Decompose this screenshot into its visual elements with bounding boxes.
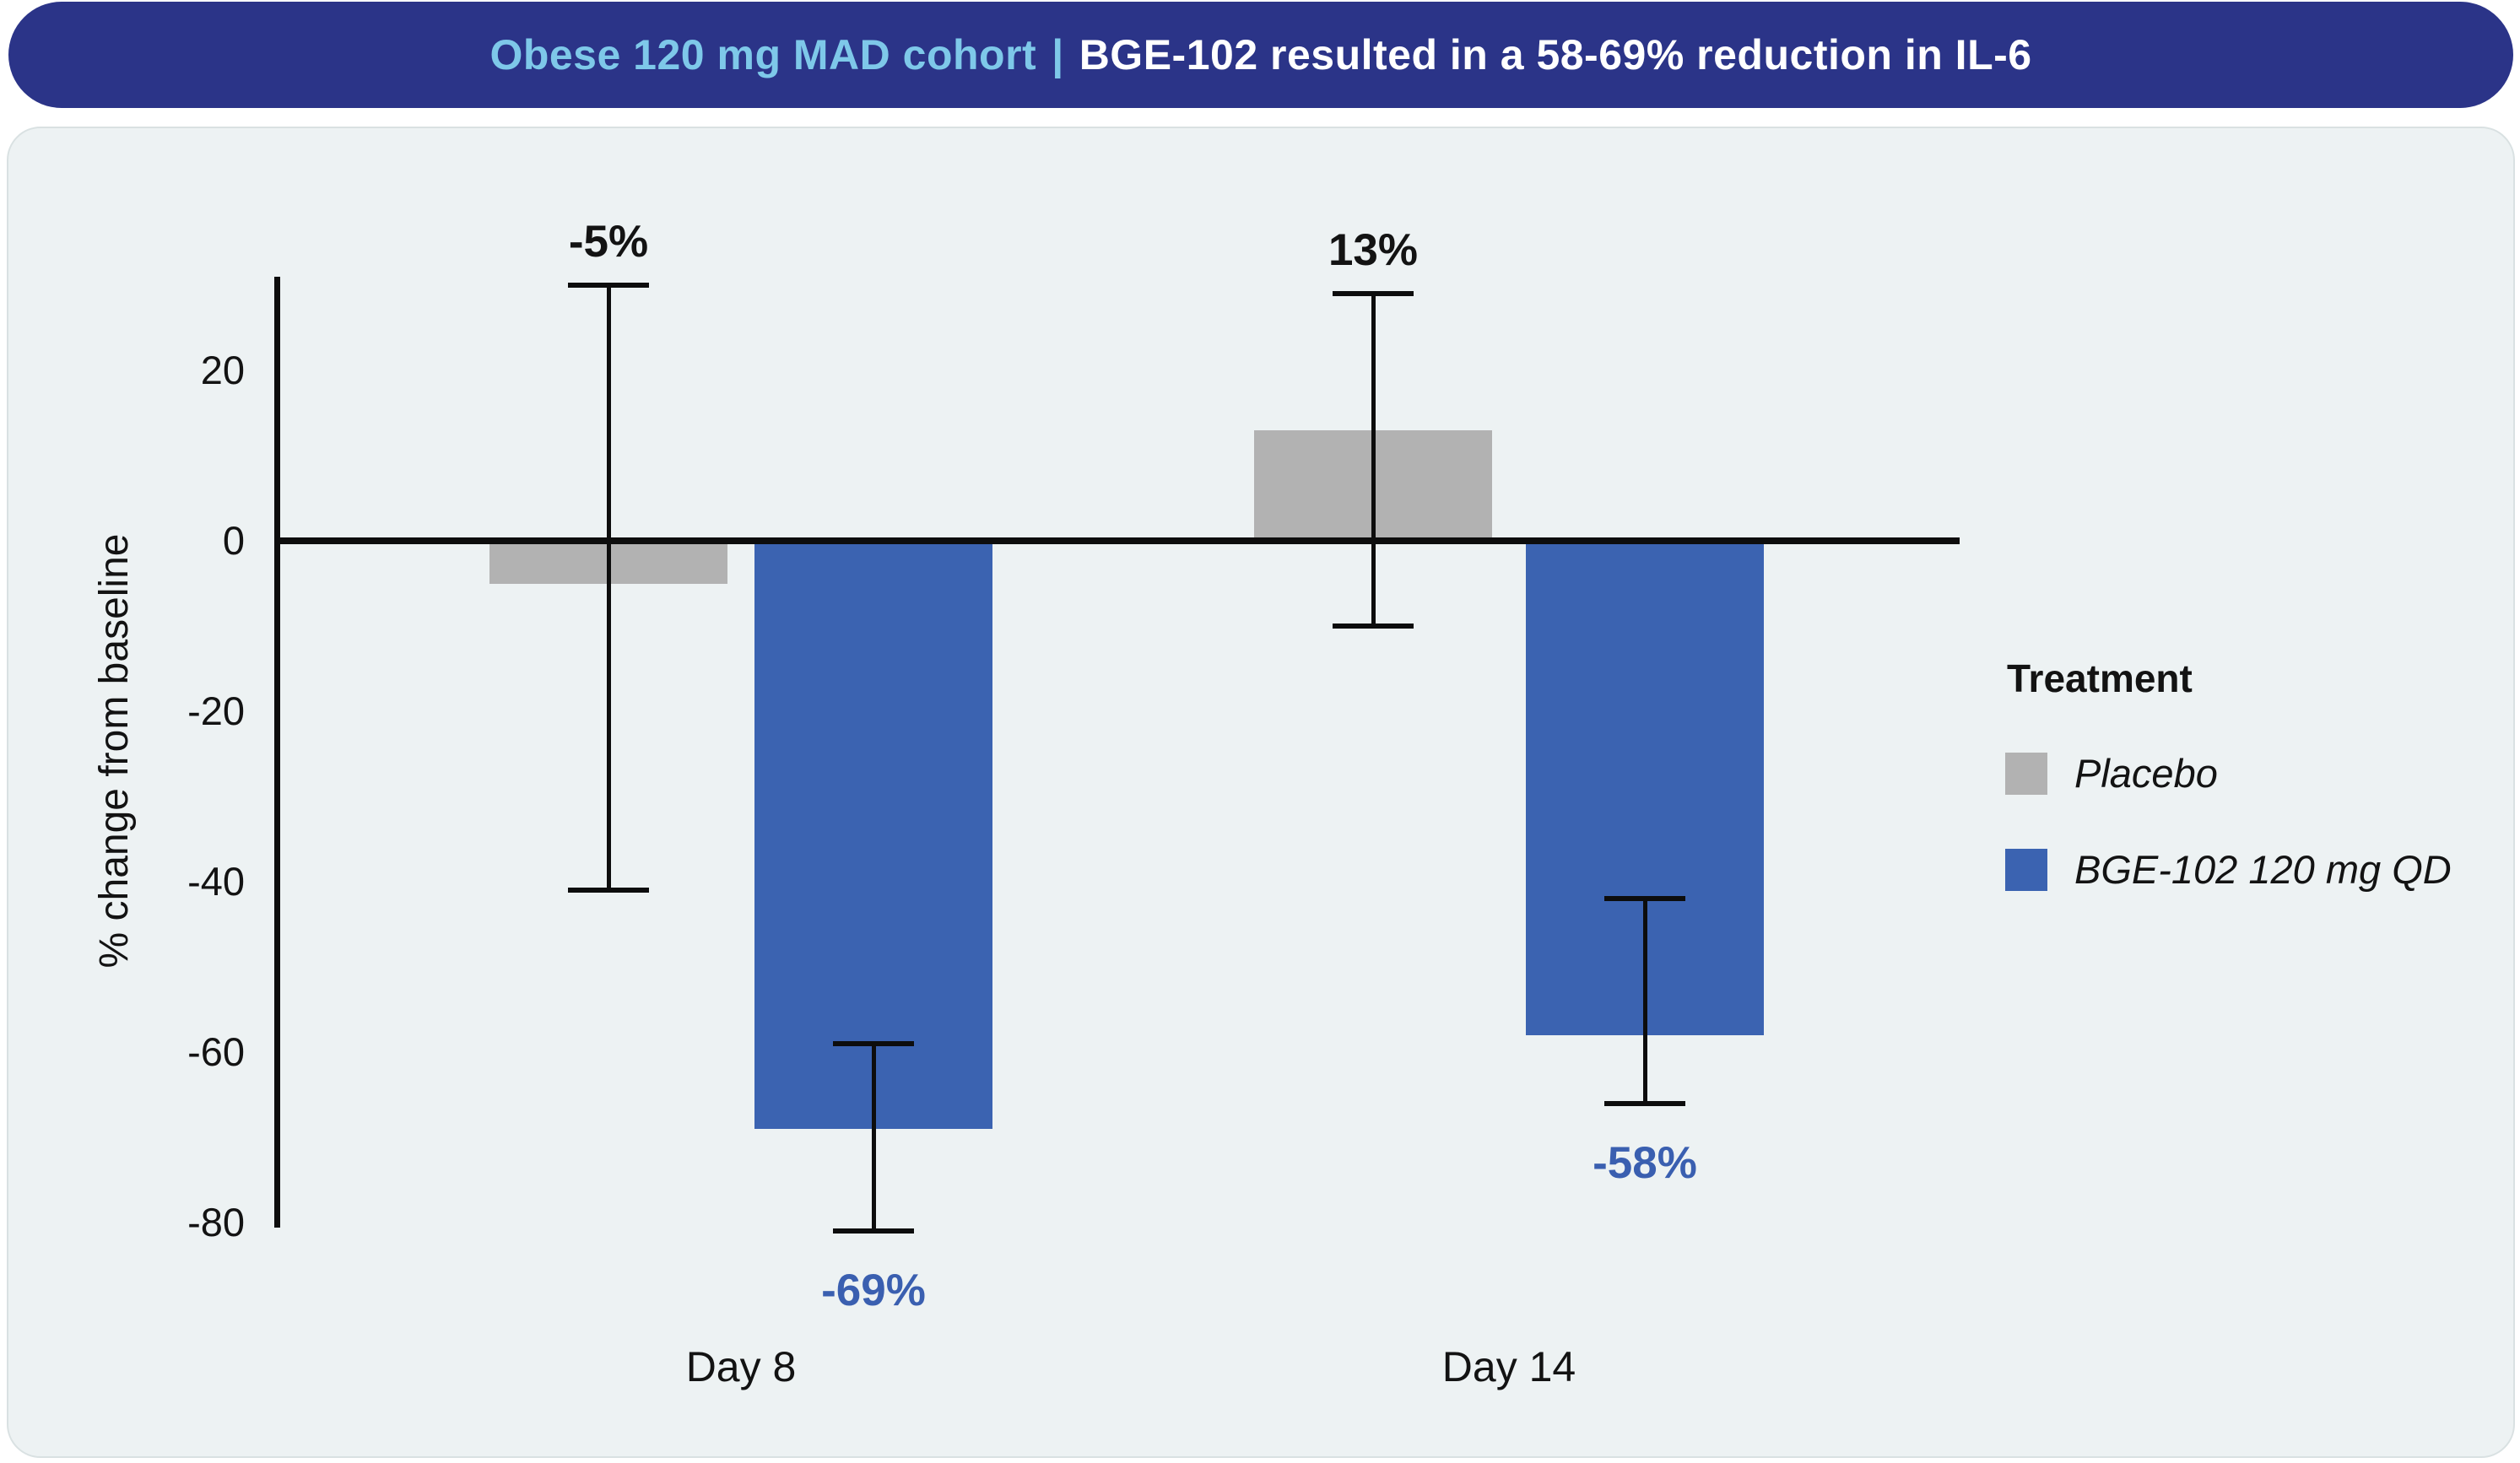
y-axis-line [274, 277, 280, 1228]
bar-bge-102-120-mg-qd-day-8 [754, 541, 992, 1129]
error-bar-cap-bottom-placebo-day-14 [1333, 624, 1414, 629]
error-bar-line-placebo-day-8 [607, 285, 611, 890]
y-tick-label--60: -60 [187, 1029, 245, 1074]
zero-baseline [274, 537, 1960, 544]
banner-separator: | [1052, 31, 1064, 78]
y-tick-label--20: -20 [187, 688, 245, 733]
y-tick-label-20: 20 [200, 348, 245, 392]
error-bar-cap-bottom-bge-102-120-mg-qd-day-14 [1604, 1101, 1685, 1106]
x-category-label-day-8: Day 8 [685, 1343, 797, 1390]
error-bar-line-bge-102-120-mg-qd-day-14 [1643, 899, 1647, 1103]
value-label-placebo-day-8: -5% [568, 217, 649, 267]
error-bar-cap-top-bge-102-120-mg-qd-day-8 [833, 1041, 914, 1046]
chart-card [7, 127, 2515, 1458]
legend-swatch-placebo [2005, 753, 2047, 795]
legend-label-bge-102-120-mg-qd: BGE-102 120 mg QD [2074, 847, 2452, 892]
value-label-placebo-day-14: 13% [1328, 225, 1419, 275]
error-bar-cap-bottom-bge-102-120-mg-qd-day-8 [833, 1228, 914, 1234]
value-label-bge-102-120-mg-qd-day-8: -69% [821, 1266, 926, 1315]
error-bar-cap-bottom-placebo-day-8 [568, 888, 649, 893]
y-axis-title: % change from baseline [92, 533, 137, 969]
error-bar-cap-top-placebo-day-14 [1333, 291, 1414, 296]
value-label-bge-102-120-mg-qd-day-14: -58% [1593, 1138, 1697, 1188]
x-category-label-day-14: Day 14 [1441, 1343, 1576, 1390]
error-bar-cap-top-placebo-day-8 [568, 283, 649, 288]
y-tick-label-0: 0 [222, 518, 245, 563]
error-bar-line-placebo-day-14 [1371, 294, 1376, 626]
y-tick-label--40: -40 [187, 859, 245, 904]
legend-swatch-bge-102-120-mg-qd [2005, 849, 2047, 891]
banner-cohort-text: Obese 120 mg MAD cohort [489, 31, 1037, 78]
error-bar-line-bge-102-120-mg-qd-day-8 [872, 1044, 876, 1231]
legend-title: Treatment [2007, 656, 2193, 700]
title-banner: Obese 120 mg MAD cohort | BGE-102 result… [8, 2, 2513, 108]
y-tick-label--80: -80 [187, 1200, 245, 1244]
error-bar-cap-top-bge-102-120-mg-qd-day-14 [1604, 896, 1685, 901]
legend-label-placebo: Placebo [2074, 751, 2218, 796]
banner-result-text: BGE-102 resulted in a 58-69% reduction i… [1079, 31, 2032, 78]
